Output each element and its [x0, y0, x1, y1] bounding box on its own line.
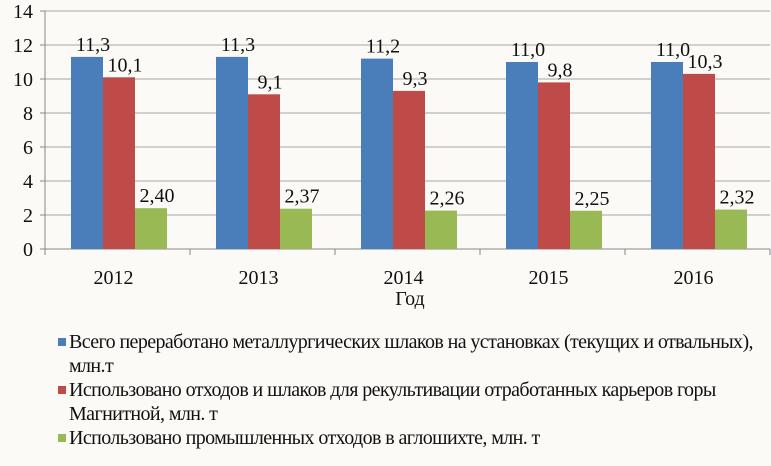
data-label: 11,2 — [366, 36, 400, 58]
bar — [683, 73, 715, 250]
data-label: 9,8 — [548, 59, 573, 81]
bar — [216, 56, 248, 250]
bar — [135, 208, 167, 249]
x-tick-label: 2016 — [674, 267, 714, 289]
bar — [425, 210, 457, 249]
legend-swatch — [58, 338, 66, 346]
legend-label: Использовано отходов и шлаков для рекуль… — [69, 379, 716, 425]
data-label: 2,26 — [430, 188, 465, 210]
y-tick-label: 10 — [13, 69, 33, 91]
data-label: 11,3 — [76, 34, 110, 56]
bar — [71, 56, 103, 250]
x-tick-label: 2013 — [239, 267, 279, 289]
bar — [570, 210, 602, 249]
y-tick-label: 12 — [13, 35, 33, 57]
bar — [248, 94, 280, 249]
data-label: 11,3 — [221, 34, 255, 56]
bar — [538, 82, 570, 250]
y-tick-label: 2 — [23, 205, 33, 227]
data-label: 2,40 — [140, 185, 175, 207]
legend-swatch — [58, 434, 66, 442]
bar — [103, 77, 135, 249]
bar-chart: 02468101214201211,310,12,40201311,39,12,… — [13, 1, 771, 289]
x-tick-label: 2012 — [94, 267, 134, 289]
data-label: 9,3 — [403, 68, 428, 90]
legend-swatch — [58, 386, 66, 394]
y-tick-label: 4 — [23, 171, 33, 193]
legend: Всего переработано металлургических шлак… — [58, 330, 758, 450]
bar — [506, 62, 538, 249]
bar — [651, 62, 683, 249]
y-tick-label: 6 — [23, 137, 33, 159]
data-label: 2,25 — [575, 188, 610, 210]
y-tick-label: 8 — [23, 103, 33, 125]
legend-label: Всего переработано металлургических шлак… — [69, 331, 754, 377]
y-tick-label: 0 — [23, 239, 33, 261]
data-label: 10,3 — [688, 51, 723, 73]
bar — [280, 208, 312, 249]
y-tick-label: 14 — [13, 1, 33, 23]
data-label: 11,0 — [656, 39, 690, 61]
data-label: 9,1 — [258, 71, 283, 93]
x-axis-title: Год — [395, 288, 425, 310]
legend-label: Использовано промышленных отходов в агло… — [69, 427, 540, 449]
data-label: 2,37 — [285, 186, 320, 208]
legend-item-processed-slag: Всего переработано металлургических шлак… — [58, 330, 758, 378]
legend-item-sinter-mix: Использовано промышленных отходов в агло… — [58, 426, 758, 450]
data-label: 10,1 — [108, 54, 143, 76]
data-label: 2,32 — [720, 187, 755, 209]
bar — [715, 209, 747, 249]
x-tick-label: 2014 — [384, 267, 424, 289]
legend-item-reclamation: Использовано отходов и шлаков для рекуль… — [58, 378, 758, 426]
bar — [361, 58, 393, 249]
bar — [393, 90, 425, 250]
data-label: 11,0 — [511, 39, 545, 61]
x-tick-label: 2015 — [529, 267, 569, 289]
